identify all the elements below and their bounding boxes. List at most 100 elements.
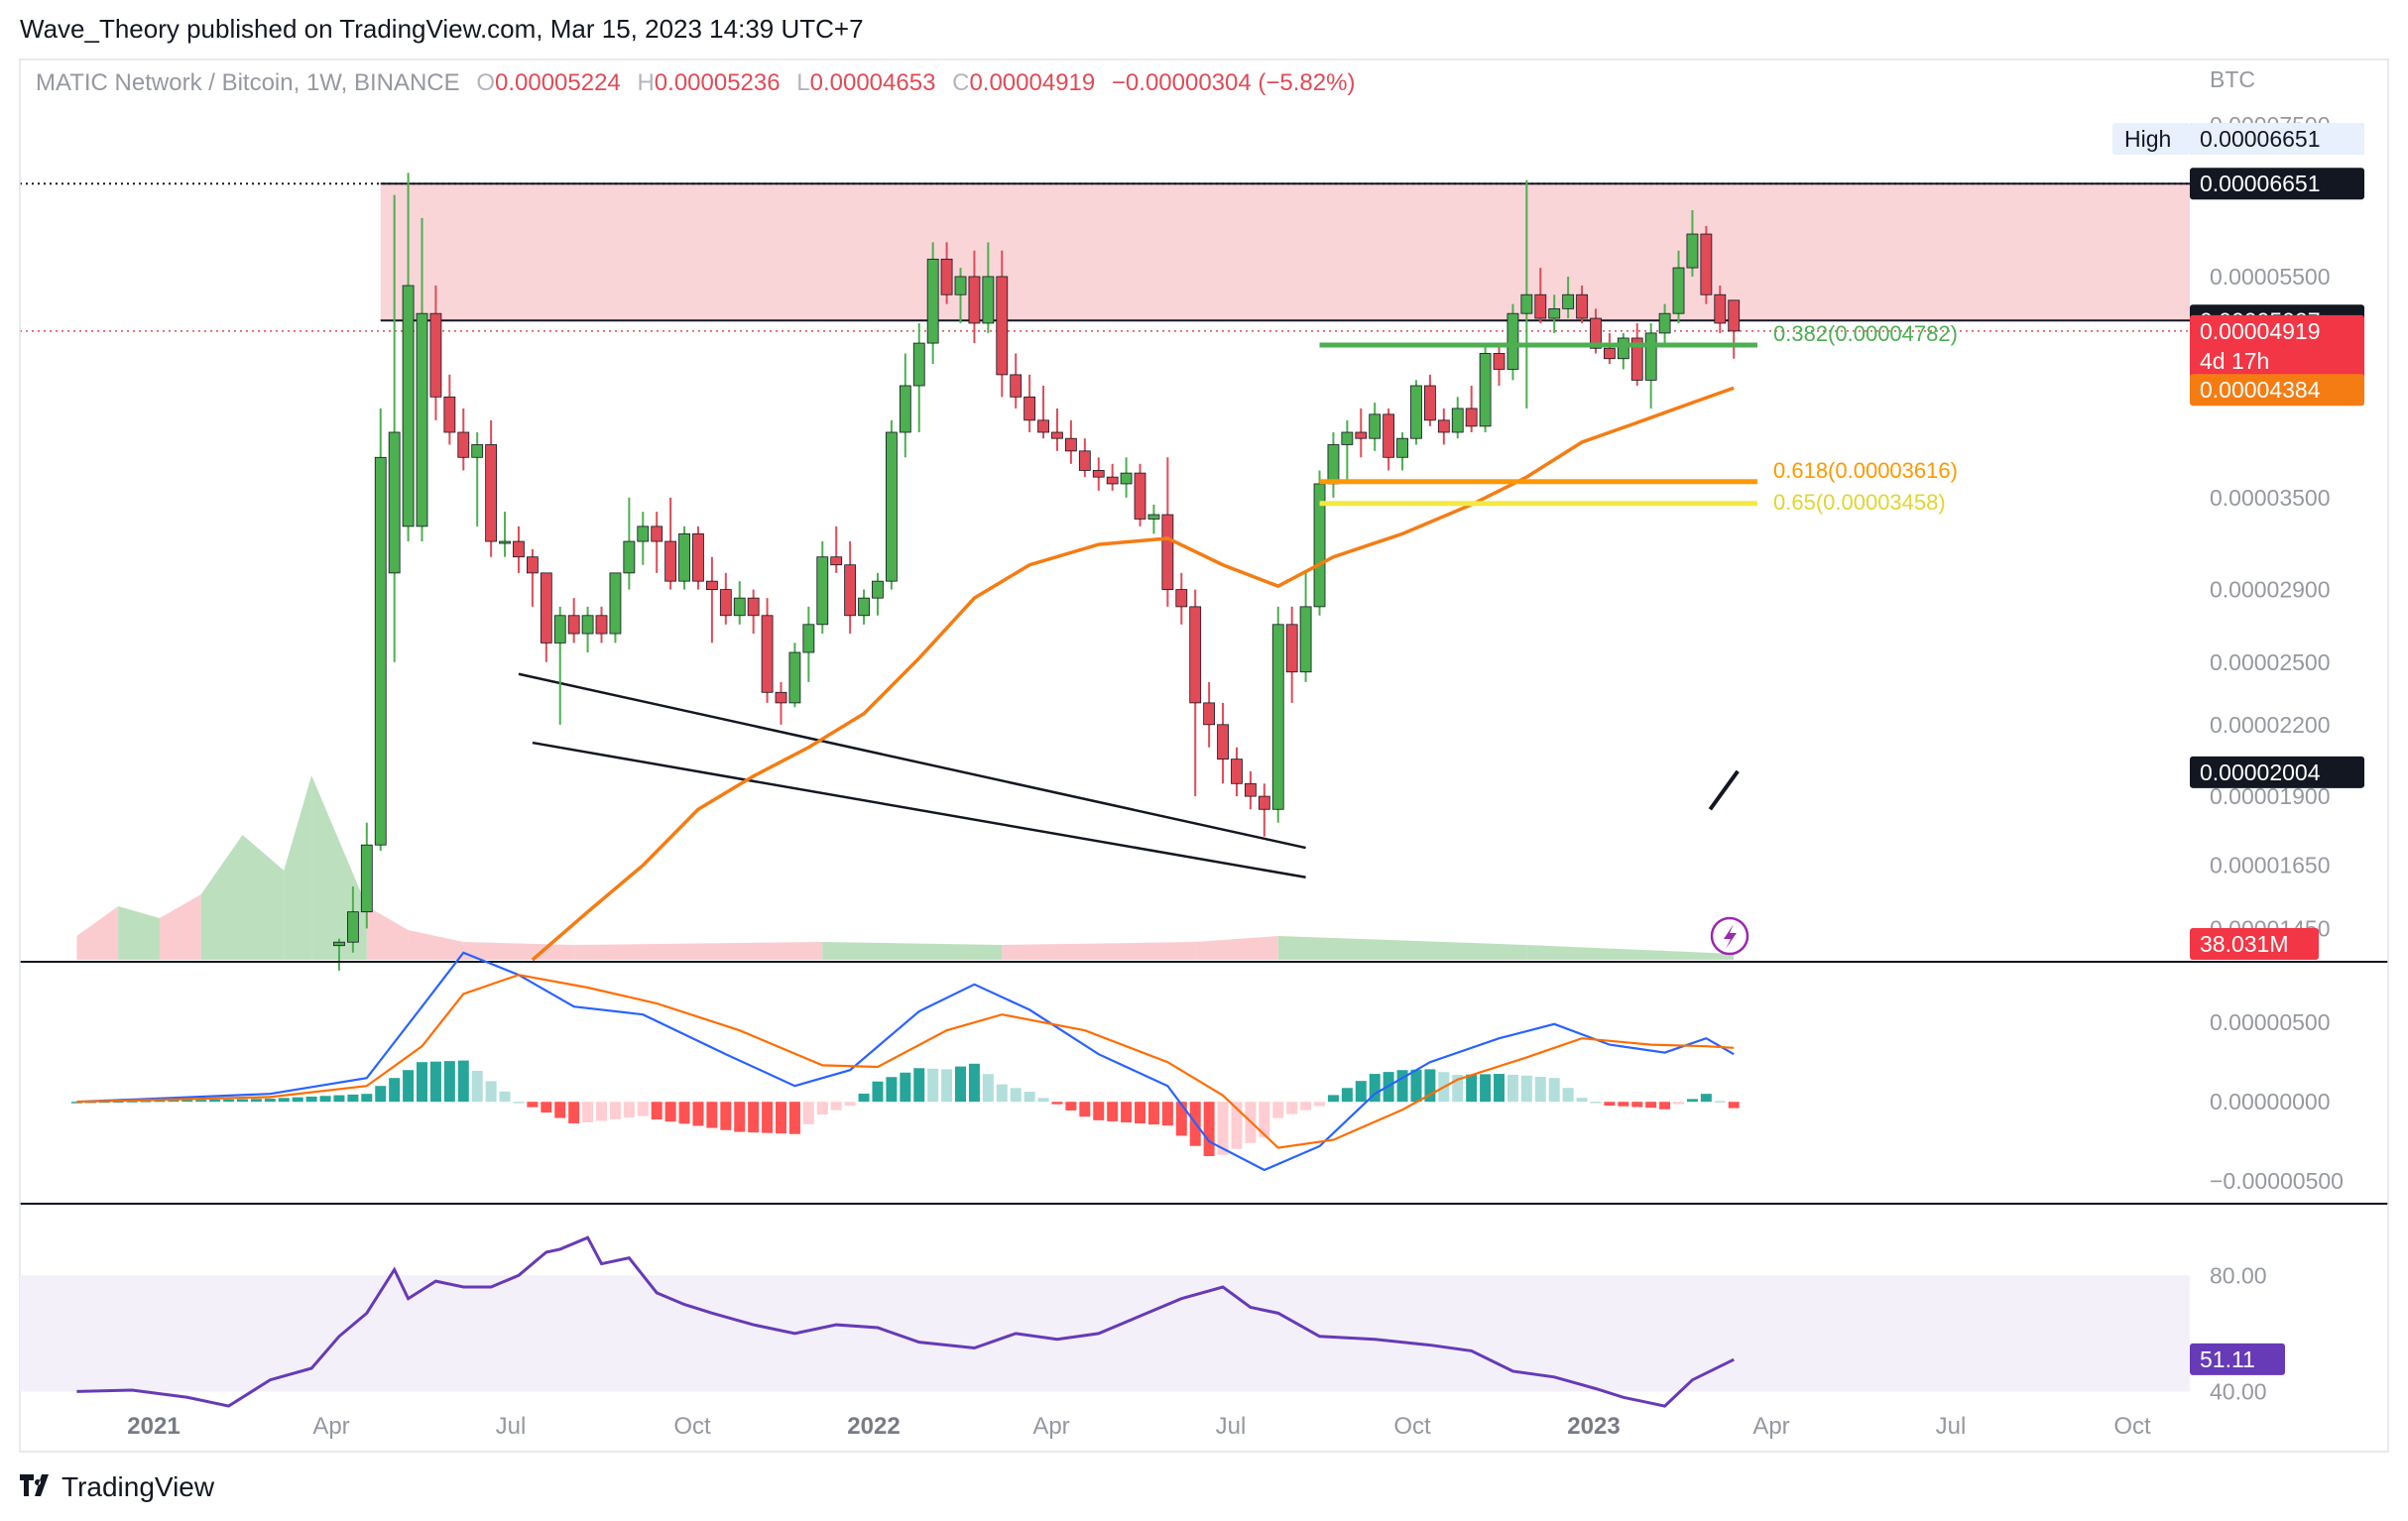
price-axis[interactable]: BTC0.000075000.000055000.000035000.00002… (2210, 66, 2344, 1404)
candle-body (1327, 444, 1340, 485)
candle-body (982, 276, 995, 324)
candle-body (1175, 589, 1188, 608)
candle-body (1658, 312, 1671, 334)
macd-histogram-bar (1452, 1075, 1464, 1103)
macd-tick-label: −0.00000500 (2210, 1168, 2344, 1194)
volume-area (76, 775, 1735, 960)
macd-histogram-bar (292, 1097, 303, 1103)
candle-body (1617, 337, 1629, 360)
symbol-name[interactable]: MATIC Network / Bitcoin, 1W, BINANCE (36, 69, 460, 96)
volume-segment (311, 775, 339, 960)
macd-histogram-bar (1424, 1069, 1436, 1103)
macd-histogram-bar (1231, 1102, 1243, 1149)
time-tick-label: 2023 (1567, 1413, 1620, 1440)
candle-body (1479, 353, 1492, 427)
candle-body (899, 385, 911, 433)
macd-histogram-bar (582, 1102, 594, 1122)
macd-histogram-bar (264, 1099, 276, 1103)
macd-histogram-bar (955, 1066, 967, 1103)
macd-histogram-bar (1065, 1102, 1077, 1111)
macd-histogram-bar (1272, 1102, 1284, 1118)
macd-histogram-bar (1121, 1102, 1133, 1122)
macd-histogram-bar (1494, 1074, 1505, 1103)
macd-histogram-bar (968, 1063, 980, 1103)
candle-body (499, 540, 511, 544)
time-axis[interactable]: 2021 Apr Jul Oct 2022 Apr Jul Oct 2023 Apr Jul Oct (127, 1413, 2151, 1440)
price-tick-label: 0.00003500 (2210, 485, 2331, 511)
macd-histogram-bar (776, 1102, 787, 1134)
macd-histogram-bar (541, 1102, 552, 1113)
candle-body (1161, 514, 1174, 590)
volume-segment (463, 942, 574, 960)
candle-body (1051, 431, 1063, 439)
symbol-legend: MATIC Network / Bitcoin, 1W, BINANCE O 0.… (36, 69, 1355, 97)
candle-body (1203, 702, 1216, 726)
macd-histogram-bar (1010, 1088, 1022, 1103)
marker-line (1708, 769, 1740, 811)
candle-body (1106, 476, 1119, 485)
macd-histogram-bar (429, 1061, 441, 1103)
macd-histogram-bar (1618, 1102, 1629, 1107)
macd-histogram-bar (1300, 1102, 1312, 1111)
macd-histogram-bar (126, 1101, 138, 1103)
open-label: O (476, 69, 495, 96)
fib-618-label: 0.618(0.00003616) (1773, 458, 1958, 483)
candle-body (1217, 724, 1229, 760)
last-price-bg (2190, 314, 2364, 379)
tradingview-footer[interactable]: TradingView (20, 1471, 214, 1503)
candle-body (1092, 470, 1105, 478)
candle-body (996, 276, 1009, 376)
plot-frame (19, 58, 2389, 1453)
candle-body (1700, 233, 1713, 295)
candle-body (471, 444, 484, 458)
candle-body (1576, 293, 1588, 319)
macd-histogram-bar (278, 1098, 290, 1103)
macd-histogram-bar (900, 1072, 911, 1103)
candle-body (1285, 624, 1298, 673)
candle-body (1369, 413, 1382, 439)
published-line: Wave_Theory published on TradingView.com… (20, 14, 864, 44)
time-tick-label: 2022 (847, 1413, 900, 1440)
price-tick-label: 0.00002900 (2210, 577, 2331, 603)
rsi-panel (20, 1235, 2190, 1408)
macd-histogram-bar (1135, 1102, 1146, 1124)
candle-body (692, 532, 704, 582)
time-tick-label: Apr (1752, 1413, 1789, 1440)
volume-segment (366, 906, 409, 960)
candle-body (761, 615, 774, 693)
macd-histogram-bar (1093, 1102, 1105, 1120)
lightning-icon[interactable] (1710, 916, 1749, 956)
macd-histogram-bar (802, 1102, 814, 1124)
candle-body (885, 431, 898, 582)
macd-histogram-bar (319, 1096, 331, 1103)
macd-histogram-bar (1051, 1102, 1063, 1105)
macd-histogram-bar (830, 1102, 842, 1111)
ema-tag: 0.00004384 (2200, 377, 2321, 403)
macd-histogram-bar (788, 1102, 800, 1134)
macd-histogram-bar (1341, 1088, 1353, 1103)
macd-histogram-bar (361, 1094, 373, 1103)
candle-body (1189, 606, 1202, 704)
candle-body (1493, 353, 1505, 370)
candle-body (858, 597, 870, 617)
ema-line-layer (531, 386, 1735, 962)
candle-body (926, 258, 939, 344)
close-value: 0.00004919 (969, 69, 1096, 96)
macd-histogram-bar (389, 1078, 401, 1103)
candle-body (844, 564, 857, 617)
candle-body (1644, 332, 1657, 381)
candle-body (1037, 419, 1049, 433)
macd-histogram-bar (1673, 1102, 1685, 1105)
zone-high-tag: 0.00006651 (2200, 171, 2321, 196)
candle-body (485, 444, 498, 542)
candle-body (1714, 293, 1727, 324)
candle-body (664, 540, 677, 582)
candle-body (457, 431, 470, 458)
candle-body (609, 572, 622, 635)
macd-histogram-bar (1631, 1102, 1643, 1108)
macd-panel (70, 951, 1740, 1172)
candles (333, 173, 1741, 971)
resistance-zone (380, 183, 2190, 321)
volume-segment (408, 930, 464, 960)
